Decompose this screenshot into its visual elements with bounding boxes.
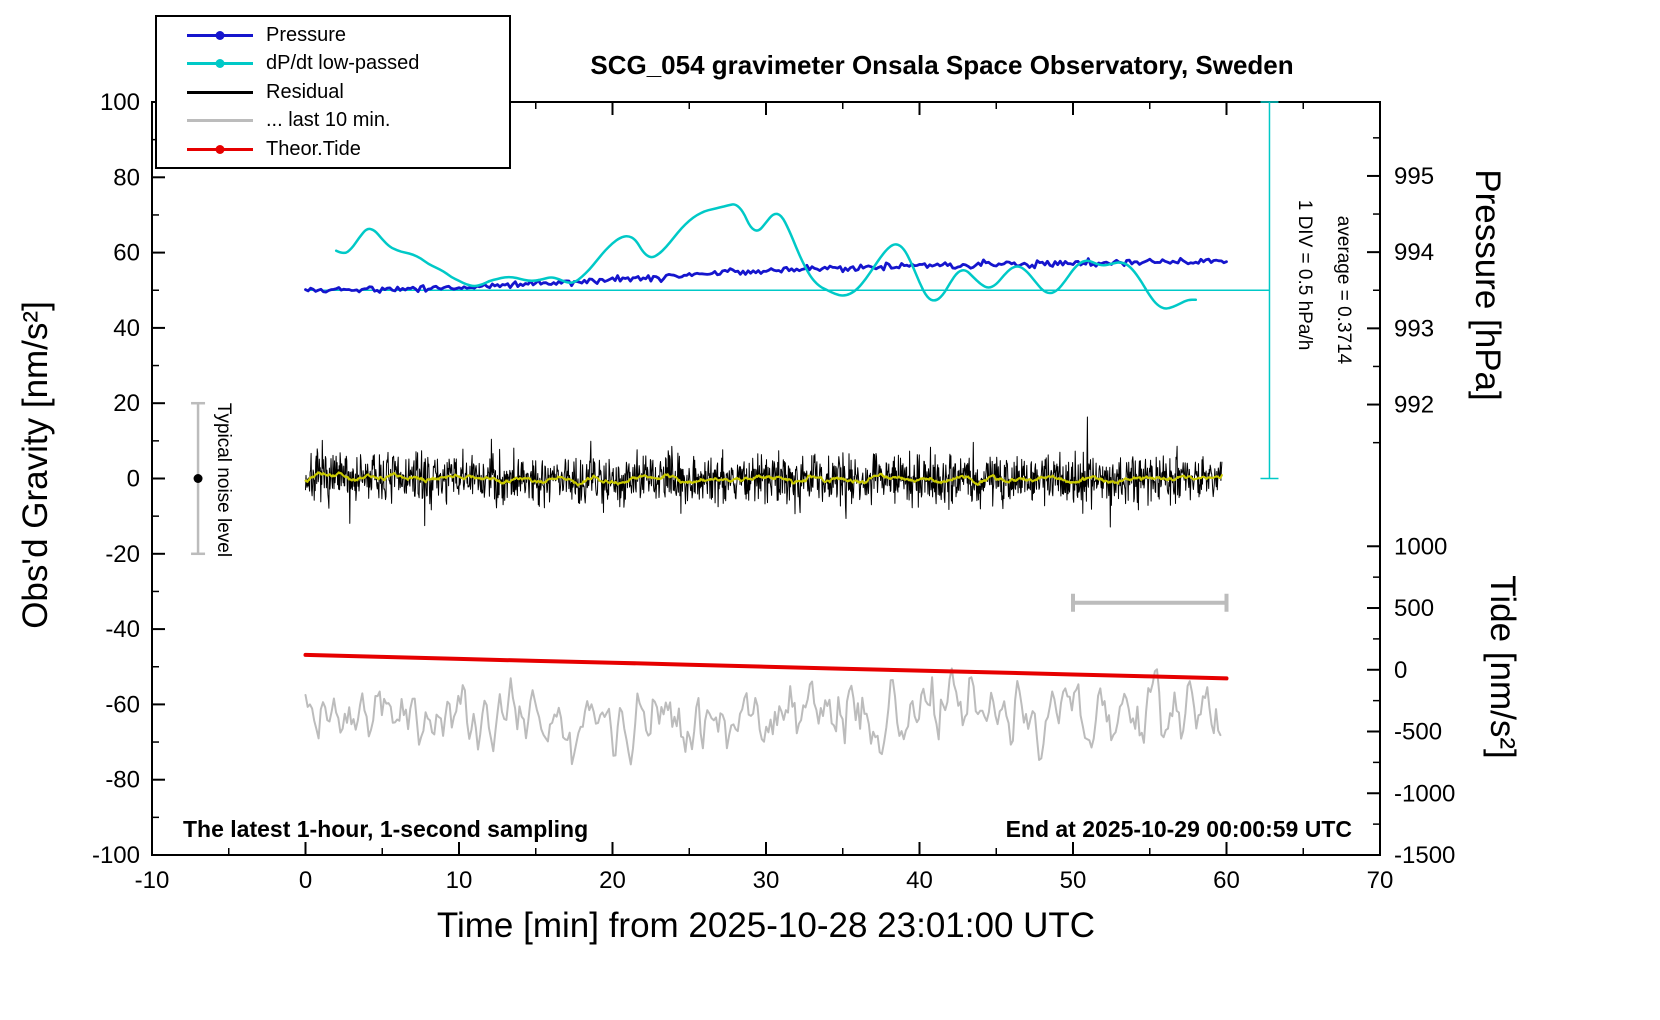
sampling-note: The latest 1-hour, 1-second sampling: [183, 816, 589, 842]
svg-text:0: 0: [1394, 657, 1407, 684]
svg-text:995: 995: [1394, 163, 1434, 190]
series-residual_smooth: [304, 471, 1223, 487]
svg-text:994: 994: [1394, 239, 1434, 266]
svg-text:100: 100: [100, 89, 140, 116]
chart-title: SCG_054 gravimeter Onsala Space Observat…: [590, 50, 1294, 80]
data-series: [303, 203, 1270, 766]
legend-item: dP/dt low-passed: [157, 50, 509, 77]
legend-swatch: [187, 30, 253, 40]
svg-text:10: 10: [446, 867, 473, 894]
x-axis-label: Time [min] from 2025-10-28 23:01:00 UTC: [436, 906, 1096, 945]
pressure-axis-ticks: 992 993 994 995: [1367, 137, 1434, 444]
svg-text:60: 60: [1213, 867, 1240, 894]
y-axis-label-pressure: Pressure [hPa]: [1468, 169, 1507, 401]
svg-text:500: 500: [1394, 595, 1434, 622]
y-axis-label-gravity: Obs'd Gravity [nm/s²]: [16, 301, 55, 629]
legend-swatch: [187, 144, 253, 154]
legend-marker-dot: [215, 59, 225, 68]
legend-swatch: [187, 59, 253, 68]
legend-marker-dot: [215, 144, 225, 154]
legend-swatch: [187, 119, 253, 122]
series-pressure: [304, 257, 1228, 294]
svg-text:70: 70: [1367, 867, 1394, 894]
svg-text:-60: -60: [105, 691, 140, 718]
svg-text:0: 0: [299, 867, 312, 894]
legend-item-label: Residual: [266, 80, 344, 103]
noise-level-marker: [191, 401, 206, 556]
legend-item: Residual: [157, 79, 509, 106]
legend-item-label: Theor.Tide: [266, 137, 361, 160]
legend: Pressure dP/dt low-passed Residual ... last…: [155, 15, 511, 169]
svg-text:-10: -10: [135, 867, 170, 894]
svg-text:20: 20: [599, 867, 626, 894]
legend-item: ... last 10 min.: [157, 107, 509, 134]
svg-text:30: 30: [753, 867, 780, 894]
svg-text:-1000: -1000: [1394, 780, 1455, 807]
svg-text:-20: -20: [105, 541, 140, 568]
svg-text:40: 40: [113, 315, 140, 342]
series-dpdt: [334, 203, 1198, 310]
legend-marker-dot: [215, 30, 225, 40]
legend-swatch: [187, 90, 253, 94]
gravity-axis-ticks: -100 -80 -60 -40 -20 0 20 40 60 80 100: [92, 89, 165, 869]
noise-level-label: Typical noise level: [213, 402, 234, 558]
svg-text:992: 992: [1394, 392, 1434, 419]
svg-text:-80: -80: [105, 767, 140, 794]
svg-text:80: 80: [113, 164, 140, 191]
series-residual: [305, 416, 1223, 528]
plot-root: -10 0 10 20 30 40 50 60 70-100-80-60-40-20020406…: [92, 89, 1455, 894]
div-scale-label: 1 DIV = 0.5 hPa/h: [1294, 199, 1315, 351]
legend-item-label: ... last 10 min.: [266, 109, 391, 131]
svg-text:20: 20: [113, 390, 140, 417]
svg-text:993: 993: [1394, 315, 1434, 342]
average-label: average = 0.3714: [1333, 215, 1354, 365]
noise-level-dot: [193, 474, 203, 483]
svg-text:50: 50: [1060, 867, 1087, 894]
svg-text:60: 60: [113, 240, 140, 267]
svg-text:-1500: -1500: [1394, 842, 1455, 869]
series-tide: [303, 652, 1229, 681]
svg-text:1000: 1000: [1394, 533, 1447, 560]
y-axis-label-tide: Tide [nm/s²]: [1483, 575, 1522, 759]
tide-axis-ticks: -1500 -1000 -500 0 500 1000: [1367, 533, 1455, 869]
legend-item: Pressure: [157, 22, 509, 49]
legend-item-label: Pressure: [266, 23, 347, 46]
svg-text:-40: -40: [105, 616, 140, 643]
end-time-note: End at 2025-10-29 00:00:59 UTC: [1005, 816, 1352, 842]
legend-item: Theor.Tide: [157, 136, 509, 163]
svg-text:0: 0: [127, 466, 140, 493]
ten-min-window-bar: [1071, 593, 1229, 612]
svg-text:-100: -100: [92, 842, 140, 869]
series-last10: [304, 667, 1222, 766]
x-axis-ticks: -10 0 10 20 30 40 50 60 70: [135, 102, 1394, 894]
legend-item-label: dP/dt low-passed: [266, 52, 420, 74]
svg-text:-500: -500: [1394, 719, 1442, 746]
svg-text:40: 40: [906, 867, 933, 894]
div-scale-bar: [1260, 101, 1279, 480]
